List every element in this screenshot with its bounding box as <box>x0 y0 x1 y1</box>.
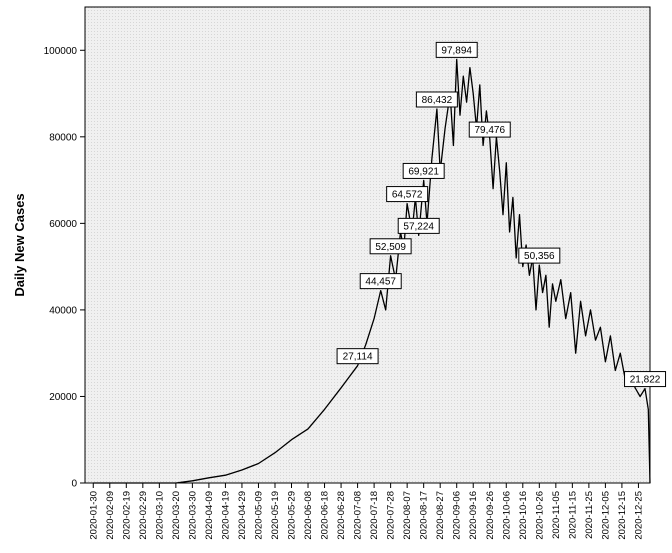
x-tick-label: 2020-11-25 <box>584 491 595 539</box>
y-tick-label: 80000 <box>49 132 77 143</box>
x-tick-label: 2020-10-06 <box>501 491 512 540</box>
x-tick-label: 2020-11-05 <box>551 491 562 539</box>
x-tick-label: 2020-10-16 <box>518 491 529 540</box>
series-group <box>93 58 651 484</box>
y-tick-label: 100000 <box>44 46 78 57</box>
data-label: 69,921 <box>408 166 439 177</box>
x-tick-label: 2020-04-19 <box>220 491 231 540</box>
y-axis: 0 20000 40000 60000 80000 100000 <box>44 46 85 490</box>
x-tick-label: 2020-01-30 <box>88 491 99 540</box>
data-label: 50,356 <box>524 251 555 262</box>
y-tick-label: 0 <box>71 479 77 490</box>
x-tick-label: 2020-07-28 <box>386 491 397 540</box>
y-tick-label: 40000 <box>49 305 77 316</box>
data-label-box <box>369 238 412 255</box>
data-label: 44,457 <box>365 277 396 288</box>
data-label: 64,572 <box>392 190 423 201</box>
x-tick-label: 2020-06-18 <box>320 491 331 540</box>
data-label: 57,224 <box>403 221 434 232</box>
x-tick-label: 2020-07-18 <box>369 491 380 540</box>
data-label-box <box>386 186 429 203</box>
data-label-box <box>415 91 458 108</box>
x-tick-label: 2020-02-09 <box>105 491 116 540</box>
x-tick-label: 2020-12-25 <box>633 491 644 540</box>
x-tick-label: 2020-06-28 <box>336 491 347 540</box>
x-tick-label: 2020-03-30 <box>187 491 198 540</box>
x-tick-label: 2020-05-29 <box>287 491 298 540</box>
data-label: 21,822 <box>630 375 661 386</box>
data-label: 97,894 <box>441 45 472 56</box>
x-tick-label: 2020-04-09 <box>204 491 215 540</box>
x-tick-label: 2020-04-29 <box>237 491 248 540</box>
x-tick-label: 2020-12-15 <box>617 491 628 540</box>
data-label-box <box>468 121 511 138</box>
data-label: 79,476 <box>474 125 505 136</box>
x-tick-label: 2020-08-07 <box>402 491 413 540</box>
data-label: 27,114 <box>343 352 373 363</box>
data-label-box <box>336 348 379 365</box>
x-tick-label: 2020-11-15 <box>567 491 578 539</box>
data-label: 86,432 <box>422 95 453 106</box>
x-tick-label: 2020-09-06 <box>452 491 463 540</box>
x-tick-label: 2020-05-09 <box>253 491 264 540</box>
x-tick-label: 2020-03-10 <box>154 491 165 540</box>
x-tick-label: 2020-08-17 <box>419 491 430 540</box>
data-label-box <box>518 247 561 264</box>
x-tick-label: 2020-10-26 <box>534 491 545 540</box>
plot-area <box>84 6 651 484</box>
y-tick-label: 60000 <box>49 219 77 230</box>
x-tick-label: 2020-09-26 <box>485 491 496 540</box>
data-label-box <box>624 371 667 388</box>
x-tick-label: 2020-09-16 <box>468 491 479 540</box>
x-tick-label: 2020-05-19 <box>270 491 281 540</box>
x-tick-label: 2020-06-08 <box>303 491 314 540</box>
series-line <box>93 58 651 484</box>
x-tick-label: 2020-03-20 <box>171 491 182 540</box>
data-labels: 27,114 44,457 52,509 64,572 57,224 69,921 86,4… <box>336 41 667 388</box>
data-label-box <box>397 217 440 234</box>
x-tick-label: 2020-07-08 <box>353 491 364 540</box>
y-tick-label: 20000 <box>49 392 77 403</box>
x-tick-label: 2020-02-29 <box>138 491 149 540</box>
data-label-box <box>359 273 402 290</box>
data-label-box <box>402 162 445 179</box>
data-label: 52,509 <box>375 242 406 253</box>
x-tick-label: 2020-08-27 <box>435 491 446 540</box>
x-tick-label: 2020-02-19 <box>121 491 132 540</box>
data-label-box <box>435 41 478 58</box>
y-axis-title: Daily New Cases <box>12 193 27 296</box>
x-tick-label: 2020-12-05 <box>600 491 611 540</box>
x-axis: 2020-01-30 2020-02-09 2020-02-19 2020-02-29… <box>88 483 644 540</box>
